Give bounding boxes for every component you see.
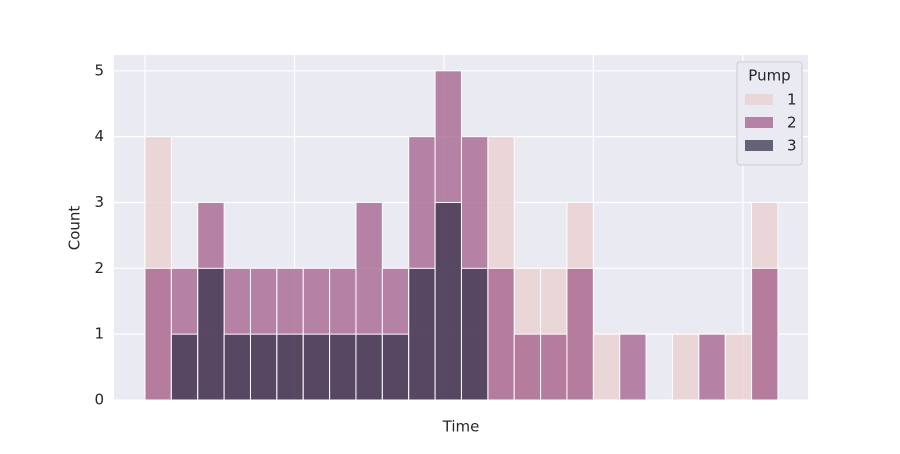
bar bbox=[540, 333, 568, 401]
bar bbox=[592, 333, 621, 401]
bar bbox=[566, 267, 594, 401]
bar bbox=[408, 267, 436, 401]
legend-swatch bbox=[745, 94, 773, 105]
x-axis-label: Time bbox=[442, 418, 480, 436]
legend-box bbox=[736, 61, 803, 166]
bar bbox=[144, 267, 172, 401]
legend-label: 1 bbox=[787, 91, 797, 109]
y-tick-label: 2 bbox=[94, 259, 104, 277]
legend-label: 2 bbox=[787, 114, 797, 132]
legend-swatch bbox=[745, 140, 773, 151]
bar bbox=[460, 267, 489, 401]
labels: 0 1 2 3 4 5 bbox=[94, 61, 104, 408]
bar bbox=[223, 333, 251, 401]
bar bbox=[434, 201, 462, 401]
legend-title: Pump bbox=[748, 67, 790, 85]
bar bbox=[381, 333, 410, 401]
bar bbox=[302, 333, 331, 401]
legend: Pump 1 2 3 bbox=[736, 61, 803, 166]
bar bbox=[487, 267, 515, 401]
bar bbox=[619, 333, 647, 401]
bars bbox=[144, 70, 779, 401]
bar bbox=[698, 333, 726, 401]
bar bbox=[355, 333, 383, 401]
bar bbox=[724, 333, 753, 401]
bar bbox=[751, 267, 779, 401]
legend-label: 3 bbox=[787, 137, 797, 155]
y-tick-label: 1 bbox=[94, 325, 104, 343]
bar bbox=[197, 267, 225, 401]
bar bbox=[329, 333, 357, 401]
bar bbox=[170, 333, 199, 401]
bar bbox=[276, 333, 304, 401]
y-axis-label: Count bbox=[66, 206, 84, 251]
bar bbox=[513, 333, 542, 401]
bar bbox=[671, 333, 700, 401]
y-tick-label: 3 bbox=[94, 193, 104, 211]
legend-swatch bbox=[745, 117, 773, 128]
y-tick-label: 4 bbox=[94, 127, 104, 145]
y-tick-label: 5 bbox=[94, 61, 104, 79]
bar bbox=[249, 333, 278, 401]
y-tick-label: 0 bbox=[94, 391, 104, 409]
